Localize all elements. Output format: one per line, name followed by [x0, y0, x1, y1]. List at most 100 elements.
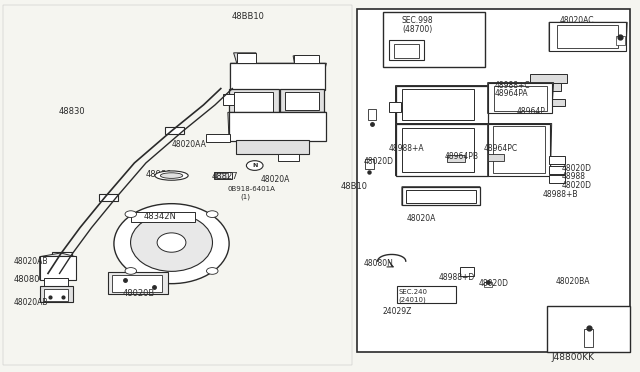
- Bar: [488, 124, 550, 176]
- Polygon shape: [40, 253, 76, 280]
- Text: 48BB10: 48BB10: [232, 12, 264, 21]
- Bar: [214, 172, 232, 179]
- Text: 48B10: 48B10: [340, 182, 367, 191]
- Text: 48827: 48827: [211, 172, 238, 181]
- Text: 48988+B: 48988+B: [543, 190, 578, 199]
- Text: 48080N: 48080N: [364, 259, 394, 268]
- Bar: [460, 267, 474, 276]
- Bar: [549, 166, 565, 174]
- Bar: [406, 190, 476, 203]
- Text: 48080: 48080: [14, 275, 40, 283]
- Ellipse shape: [161, 173, 183, 178]
- Bar: [389, 40, 424, 60]
- Text: (48700): (48700): [402, 25, 432, 34]
- Ellipse shape: [125, 211, 136, 218]
- Ellipse shape: [157, 233, 186, 252]
- Polygon shape: [293, 56, 319, 63]
- Bar: [394, 44, 419, 58]
- Text: 48020D: 48020D: [364, 157, 394, 166]
- Ellipse shape: [207, 211, 218, 218]
- Bar: [530, 74, 567, 83]
- Bar: [397, 286, 456, 303]
- Bar: [234, 92, 273, 112]
- Bar: [368, 109, 376, 120]
- Polygon shape: [230, 63, 326, 90]
- Text: (1): (1): [240, 193, 250, 200]
- Text: 48020AC: 48020AC: [560, 16, 595, 25]
- Bar: [230, 63, 325, 90]
- Text: 48988+A: 48988+A: [389, 144, 425, 153]
- Bar: [396, 124, 488, 176]
- Bar: [549, 156, 565, 164]
- Text: 48988: 48988: [562, 172, 586, 181]
- Text: 0B918-6401A: 0B918-6401A: [227, 186, 275, 192]
- Text: 48020AA: 48020AA: [172, 140, 206, 149]
- Polygon shape: [549, 22, 627, 51]
- Bar: [206, 134, 230, 142]
- Bar: [584, 329, 593, 347]
- Bar: [280, 89, 324, 112]
- Bar: [285, 92, 319, 110]
- Bar: [493, 126, 545, 173]
- Ellipse shape: [114, 203, 229, 283]
- Bar: [547, 306, 630, 352]
- Bar: [216, 173, 228, 178]
- Polygon shape: [488, 83, 554, 113]
- Bar: [365, 159, 374, 169]
- Text: 48964P: 48964P: [517, 107, 546, 116]
- Bar: [99, 194, 118, 201]
- Text: 48020BA: 48020BA: [556, 278, 590, 286]
- Bar: [278, 154, 299, 161]
- Ellipse shape: [131, 214, 212, 272]
- Bar: [549, 22, 626, 51]
- Bar: [383, 12, 485, 67]
- Bar: [530, 99, 565, 106]
- Text: 48020AB: 48020AB: [14, 298, 49, 307]
- Bar: [488, 154, 504, 161]
- Text: 48964PA: 48964PA: [495, 89, 529, 98]
- Polygon shape: [396, 124, 489, 176]
- Text: 48988+C: 48988+C: [495, 81, 531, 90]
- Bar: [402, 128, 474, 172]
- Bar: [44, 289, 68, 301]
- Bar: [108, 272, 168, 294]
- Text: 48342N: 48342N: [144, 212, 177, 221]
- Bar: [549, 175, 565, 183]
- Bar: [3, 5, 352, 365]
- Bar: [165, 127, 184, 134]
- Bar: [402, 89, 474, 120]
- Text: 48020D: 48020D: [479, 279, 509, 288]
- Bar: [357, 9, 630, 352]
- Bar: [534, 83, 561, 91]
- Text: 48988+D: 48988+D: [438, 273, 475, 282]
- Circle shape: [246, 161, 263, 170]
- Bar: [447, 155, 465, 162]
- Text: 48020D: 48020D: [562, 164, 592, 173]
- Bar: [112, 275, 162, 292]
- Bar: [40, 256, 76, 280]
- Text: 48980: 48980: [146, 170, 172, 179]
- Polygon shape: [488, 124, 552, 176]
- Text: 48020A: 48020A: [406, 214, 436, 223]
- Bar: [40, 286, 73, 302]
- Polygon shape: [234, 53, 256, 63]
- Bar: [494, 86, 547, 111]
- Text: SEC.240: SEC.240: [398, 289, 427, 295]
- Bar: [131, 212, 195, 222]
- Bar: [294, 55, 319, 63]
- Polygon shape: [402, 187, 480, 205]
- Bar: [557, 25, 618, 48]
- Bar: [229, 89, 279, 113]
- Text: 48020A: 48020A: [261, 175, 291, 184]
- Ellipse shape: [125, 267, 136, 274]
- Bar: [402, 187, 480, 205]
- Bar: [52, 252, 72, 259]
- Text: N: N: [252, 163, 257, 168]
- Text: (24010): (24010): [398, 296, 426, 303]
- Text: 48020AB: 48020AB: [14, 257, 49, 266]
- Bar: [488, 83, 552, 113]
- Text: SEC.998: SEC.998: [402, 16, 433, 25]
- Bar: [616, 36, 625, 45]
- Bar: [389, 102, 401, 112]
- Text: 48964PC: 48964PC: [483, 144, 517, 153]
